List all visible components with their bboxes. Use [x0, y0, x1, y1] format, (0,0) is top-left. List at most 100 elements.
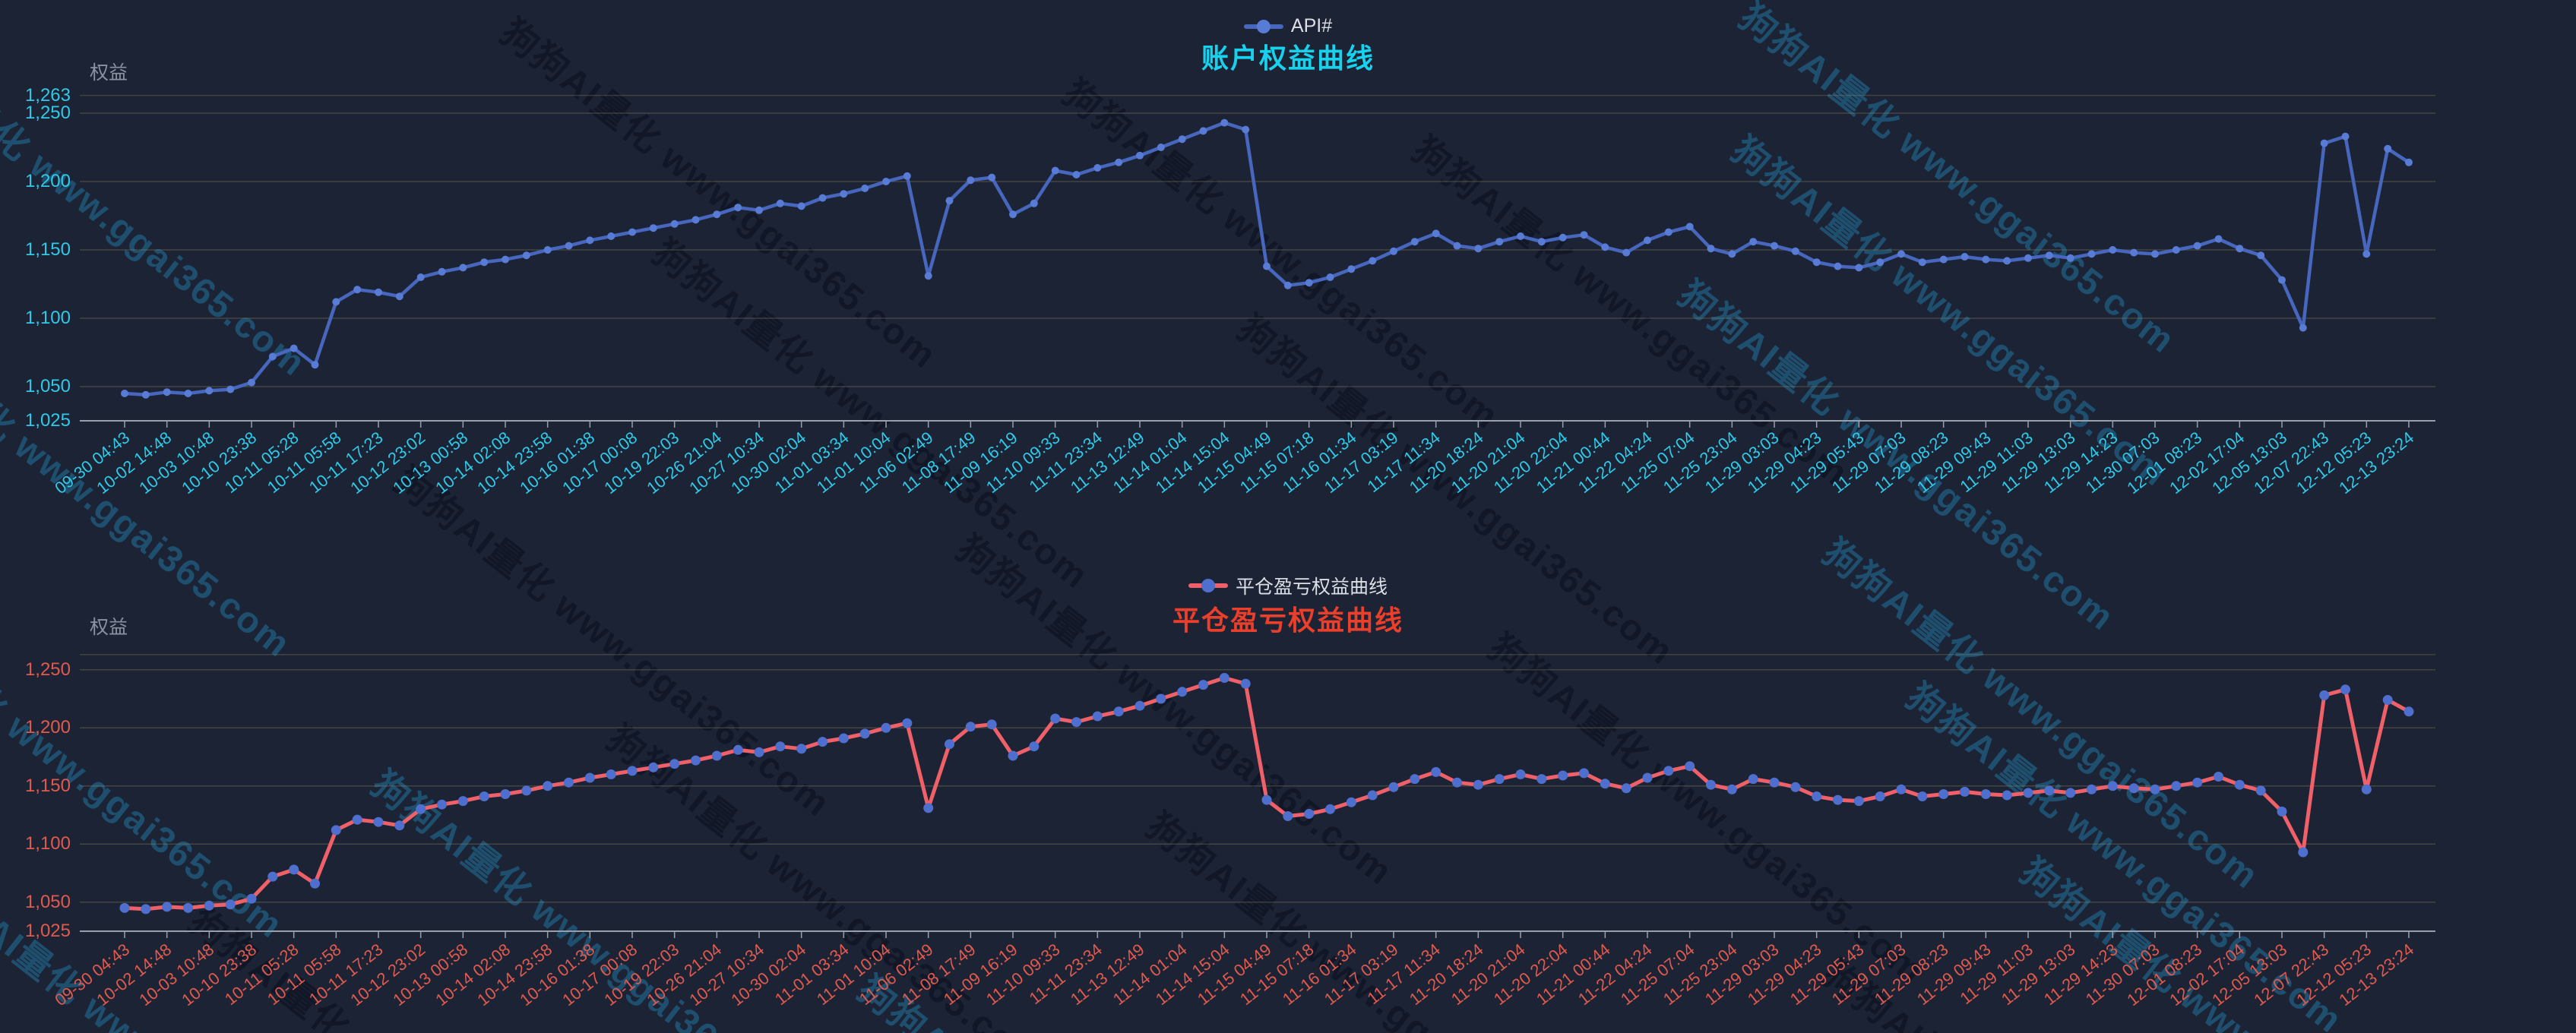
data-point — [2172, 246, 2180, 254]
data-point — [1559, 233, 1567, 242]
data-point — [2002, 790, 2012, 801]
data-point — [1367, 790, 1378, 801]
data-point — [1113, 706, 1124, 717]
data-point — [1791, 247, 1799, 255]
data-point — [2171, 781, 2182, 791]
data-point — [1982, 255, 1990, 264]
data-point — [395, 292, 403, 301]
data-point — [796, 744, 807, 754]
y-axis-label: 1,025 — [24, 410, 71, 431]
data-point — [2277, 806, 2287, 817]
data-point — [1305, 279, 1313, 287]
data-point — [184, 390, 192, 397]
y-axis-label: 1,100 — [24, 308, 71, 328]
data-point — [2023, 788, 2033, 798]
data-point — [648, 762, 659, 772]
data-point — [1918, 258, 1926, 267]
data-point — [311, 361, 319, 369]
data-point — [2234, 779, 2245, 790]
data-point — [1706, 779, 1716, 790]
data-point — [1261, 794, 1272, 805]
data-point — [988, 173, 996, 182]
data-point — [2214, 772, 2223, 782]
data-point — [1136, 151, 1144, 160]
data-point — [1326, 273, 1334, 281]
legend-label: 平仓盈亏权益曲线 — [1235, 577, 1388, 598]
data-point — [1960, 786, 1970, 797]
data-point — [141, 390, 150, 399]
data-point — [1771, 242, 1778, 250]
data-point — [1726, 784, 1737, 794]
data-point — [586, 236, 594, 245]
data-point — [1198, 680, 1208, 690]
data-point — [2045, 251, 2053, 260]
data-point — [204, 900, 214, 911]
data-point — [1178, 135, 1186, 144]
data-point — [353, 286, 362, 294]
data-point — [2003, 257, 2011, 265]
data-point — [310, 878, 320, 889]
data-point — [649, 224, 657, 232]
data-point — [1939, 255, 1948, 264]
data-point — [1663, 766, 1674, 776]
data-point — [1346, 797, 1356, 807]
y-axis-label: 1,050 — [24, 376, 71, 396]
data-point — [2151, 250, 2159, 258]
data-point — [1834, 262, 1842, 270]
data-point — [1790, 782, 1801, 792]
data-point — [881, 722, 891, 733]
data-point — [375, 288, 382, 296]
data-point — [2319, 690, 2330, 700]
data-point — [1855, 264, 1863, 272]
data-point — [1875, 791, 1885, 801]
data-point — [289, 864, 299, 875]
data-point — [1473, 779, 1483, 790]
data-point — [1390, 247, 1397, 255]
y-axis-label: 1,150 — [24, 239, 71, 260]
legend-equity-curve[interactable]: API# — [1243, 15, 1332, 37]
data-point — [776, 199, 784, 207]
data-point — [2192, 777, 2203, 788]
data-point — [1283, 811, 1293, 821]
data-point — [268, 352, 277, 361]
data-point — [2404, 706, 2414, 717]
data-point — [1410, 238, 1419, 246]
data-point — [1876, 258, 1885, 267]
data-point — [2109, 246, 2117, 254]
legend-closed-pnl-curve[interactable]: 平仓盈亏权益曲线 — [1188, 572, 1388, 599]
data-point — [902, 718, 913, 728]
data-point — [2044, 785, 2055, 796]
data-point — [2405, 158, 2413, 166]
data-point — [924, 272, 932, 280]
data-point — [565, 242, 573, 250]
data-point — [1009, 210, 1017, 219]
data-point — [141, 904, 151, 915]
data-point — [1769, 777, 1780, 788]
data-point — [1240, 678, 1251, 689]
data-point — [1263, 262, 1271, 270]
data-point — [1579, 768, 1589, 779]
data-point — [2298, 847, 2309, 858]
data-point — [1494, 774, 1505, 785]
data-point — [859, 728, 870, 739]
data-point — [1283, 281, 1292, 289]
data-point — [1600, 779, 1610, 789]
data-point — [332, 298, 340, 306]
y-axis-label: 1,250 — [24, 103, 71, 123]
data-point — [1092, 711, 1103, 722]
data-point — [205, 387, 214, 395]
data-point — [1812, 791, 1822, 801]
data-point — [1897, 250, 1905, 258]
data-point — [627, 766, 638, 776]
data-point — [1093, 164, 1102, 172]
data-point — [1536, 774, 1547, 785]
data-point — [1030, 199, 1038, 207]
data-point — [373, 817, 384, 827]
data-point — [1431, 766, 1441, 777]
data-point — [691, 216, 700, 224]
y-axis-name-equity: 权益 — [90, 62, 128, 84]
data-point — [1707, 245, 1715, 253]
data-point — [162, 902, 172, 912]
